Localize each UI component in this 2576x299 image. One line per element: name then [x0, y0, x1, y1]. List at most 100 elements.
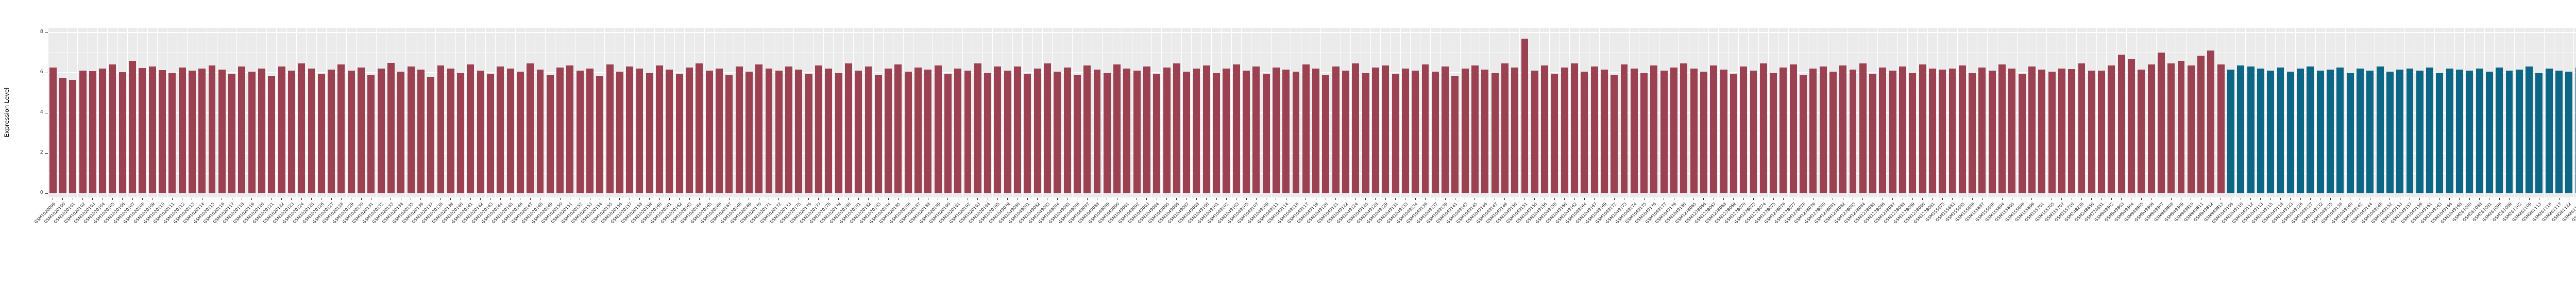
- bar: [178, 68, 186, 193]
- x-tick-mark: [1703, 198, 1704, 200]
- bar: [2088, 71, 2095, 193]
- x-tick-mark: [1912, 198, 1913, 200]
- bar: [666, 70, 673, 193]
- x-tick-mark: [1763, 198, 1764, 200]
- bar: [2357, 69, 2364, 193]
- vertical-gridline: [1768, 28, 1769, 197]
- bar: [457, 73, 465, 193]
- x-tick-mark: [1087, 198, 1088, 200]
- vertical-gridline: [664, 28, 665, 197]
- bar: [1750, 71, 1757, 193]
- bar: [2446, 69, 2453, 193]
- bar: [1243, 71, 1250, 193]
- bar: [527, 63, 534, 193]
- bar: [2485, 72, 2493, 193]
- bar: [1670, 68, 1677, 193]
- bar: [716, 69, 723, 193]
- y-tick-label: 2: [40, 150, 43, 155]
- vertical-gridline: [1460, 28, 1461, 197]
- bar: [89, 71, 96, 193]
- vertical-gridline: [1897, 28, 1898, 197]
- vertical-gridline: [2106, 28, 2107, 197]
- vertical-gridline: [684, 28, 685, 197]
- bar: [1789, 64, 1797, 193]
- bar: [1202, 65, 1210, 193]
- x-tick-mark: [1534, 198, 1535, 200]
- bar: [467, 64, 474, 193]
- x-tick-mark: [2310, 198, 2311, 200]
- bar: [2426, 68, 2434, 193]
- x-tick-mark: [2031, 198, 2032, 200]
- x-tick-mark: [2389, 198, 2391, 200]
- vertical-gridline: [1042, 28, 1043, 197]
- vertical-gridline: [1101, 28, 1103, 197]
- bar: [1800, 74, 1807, 193]
- bar: [278, 67, 285, 193]
- bar: [1958, 65, 1966, 193]
- vertical-gridline: [1270, 28, 1272, 197]
- bar: [1412, 71, 1419, 193]
- bar: [2565, 72, 2573, 193]
- x-tick-mark: [1395, 198, 1396, 200]
- bar: [358, 68, 365, 193]
- bar: [1660, 71, 1668, 193]
- bar: [1948, 69, 1956, 193]
- x-tick-mark: [2419, 198, 2420, 200]
- bar: [1471, 65, 1479, 193]
- bar: [2286, 72, 2294, 193]
- bar: [2117, 54, 2125, 193]
- x-tick-mark: [2002, 198, 2003, 200]
- x-tick-mark: [2509, 198, 2510, 200]
- vertical-gridline: [286, 28, 287, 197]
- vertical-gridline: [2295, 28, 2296, 197]
- bar: [696, 63, 703, 193]
- vertical-gridline: [1877, 28, 1878, 197]
- vertical-gridline: [1927, 28, 1928, 197]
- vertical-gridline: [1390, 28, 1391, 197]
- vertical-gridline: [236, 28, 238, 197]
- bar: [99, 69, 107, 193]
- x-tick-mark: [1385, 198, 1386, 200]
- x-tick-mark: [1812, 198, 1814, 200]
- bar: [1382, 65, 1389, 193]
- vertical-gridline: [714, 28, 715, 197]
- bar: [2267, 71, 2275, 193]
- bar: [2008, 69, 2016, 193]
- bar: [1640, 73, 1648, 193]
- x-tick-mark: [1504, 198, 1505, 200]
- x-tick-mark: [1753, 198, 1754, 200]
- vertical-gridline: [2265, 28, 2266, 197]
- bar: [1680, 63, 1688, 193]
- x-tick-mark: [2340, 198, 2341, 200]
- bar: [1849, 70, 1857, 193]
- x-tick-mark: [1375, 198, 1376, 200]
- bar: [1143, 67, 1150, 193]
- vertical-gridline: [495, 28, 496, 197]
- bar: [964, 71, 972, 193]
- x-tick-mark: [1176, 198, 1177, 200]
- bar: [944, 73, 952, 193]
- bar: [1541, 65, 1549, 193]
- bar: [855, 71, 862, 193]
- y-axis-title: Expression Level: [3, 87, 10, 138]
- x-tick-mark: [858, 198, 859, 200]
- bar: [437, 65, 445, 193]
- bar: [815, 65, 822, 193]
- bar: [1262, 73, 1270, 193]
- vertical-gridline: [1917, 28, 1918, 197]
- bar: [447, 69, 454, 193]
- vertical-gridline: [1231, 28, 1232, 197]
- vertical-gridline: [276, 28, 277, 197]
- vertical-gridline: [674, 28, 675, 197]
- vertical-gridline: [465, 28, 466, 197]
- bar: [2535, 73, 2543, 193]
- bar: [148, 67, 156, 193]
- x-tick-mark: [560, 198, 561, 200]
- vertical-gridline: [1549, 28, 1550, 197]
- x-tick-mark: [1226, 198, 1227, 200]
- bar: [129, 60, 137, 193]
- vertical-gridline: [97, 28, 98, 197]
- minor-gridline: [48, 132, 2576, 134]
- vertical-gridline: [2285, 28, 2286, 197]
